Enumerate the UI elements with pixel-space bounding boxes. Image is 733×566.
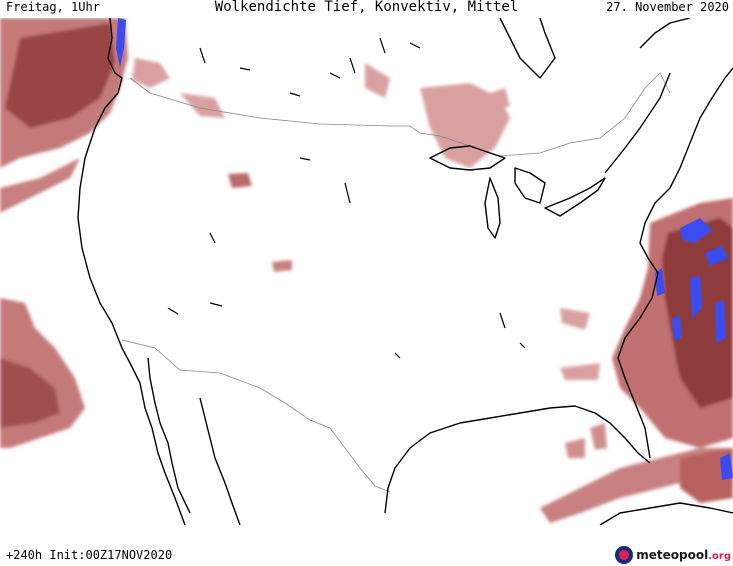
- inland-lakes: [167, 37, 526, 359]
- cloud-area-great-lakes: [420, 83, 510, 168]
- weather-map: [0, 18, 733, 525]
- cloud-patch-cuba: [680, 448, 733, 503]
- lake: [499, 312, 506, 329]
- coastlines: [77, 18, 733, 525]
- lake: [289, 92, 301, 97]
- country-borders: [121, 72, 671, 493]
- map-title: Wolkendichte Tief, Konvektiv, Mittel: [214, 0, 519, 15]
- lake: [379, 37, 386, 54]
- convective-cell: [116, 18, 126, 68]
- lake: [329, 72, 341, 79]
- meteopool-logo[interactable]: meteopool.org: [615, 545, 731, 565]
- atlantic-coastline: [617, 67, 733, 459]
- lake: [239, 67, 251, 71]
- meteopool-logo-icon: [615, 546, 634, 564]
- convective-cell: [705, 246, 728, 266]
- convective-cell: [690, 276, 702, 318]
- labrador-coast: [639, 18, 691, 49]
- cloud-patch-montana: [180, 93, 225, 118]
- lake: [394, 352, 401, 359]
- pacific-coastline: [77, 18, 186, 525]
- convective-layer: [116, 18, 733, 480]
- lake-superior: [429, 145, 506, 171]
- lake: [209, 232, 216, 244]
- gulf-coastline: [384, 405, 651, 514]
- lake: [199, 47, 206, 64]
- baja-inner-coast: [147, 357, 191, 514]
- cloud-layer: [0, 18, 733, 523]
- cloud-patch-kansas: [272, 260, 292, 272]
- cloud-patch-florida-keys: [590, 423, 607, 450]
- convective-cell: [715, 300, 726, 343]
- hudson-bay-coast: [499, 18, 556, 79]
- lake: [519, 342, 526, 349]
- cloud-patch-dakotas: [228, 173, 252, 188]
- lake: [344, 182, 351, 204]
- lake: [409, 42, 421, 49]
- us-canada-border: [129, 72, 671, 157]
- lake: [299, 157, 311, 161]
- lake: [209, 302, 223, 307]
- cloud-patch-hudson: [490, 88, 510, 110]
- us-mexico-border: [121, 339, 391, 493]
- cloud-patch-bahamas: [565, 438, 585, 458]
- meteopool-logo-text: meteopool.org: [636, 548, 731, 562]
- caribbean-coast: [599, 502, 733, 525]
- lake-erie-ontario: [544, 177, 606, 217]
- lake-huron: [514, 167, 546, 204]
- cloud-band-pacific: [0, 158, 80, 213]
- lake: [349, 57, 356, 74]
- convective-cell: [720, 453, 733, 480]
- mexico-west-coast: [199, 397, 241, 525]
- valid-time-label: Freitag, 1Uhr: [6, 0, 100, 14]
- convective-cell: [680, 218, 712, 243]
- valid-date-label: 27. November 2020: [606, 0, 729, 14]
- run-info: +240h Init:00Z17NOV2020: [6, 548, 173, 562]
- cloud-patch-virginia: [560, 308, 590, 330]
- cloud-area-atlantic-inner: [662, 218, 733, 408]
- st-lawrence: [604, 72, 671, 174]
- lake: [167, 307, 179, 315]
- cloud-area-southwest-inner: [0, 358, 60, 428]
- cloud-patch-carolina: [560, 363, 600, 380]
- convective-cell: [672, 316, 682, 340]
- cloud-patch-ontario: [365, 63, 390, 98]
- lake-michigan: [484, 177, 501, 239]
- cloud-area-northwest-inner: [5, 23, 115, 128]
- cloud-patch-bc: [132, 58, 170, 88]
